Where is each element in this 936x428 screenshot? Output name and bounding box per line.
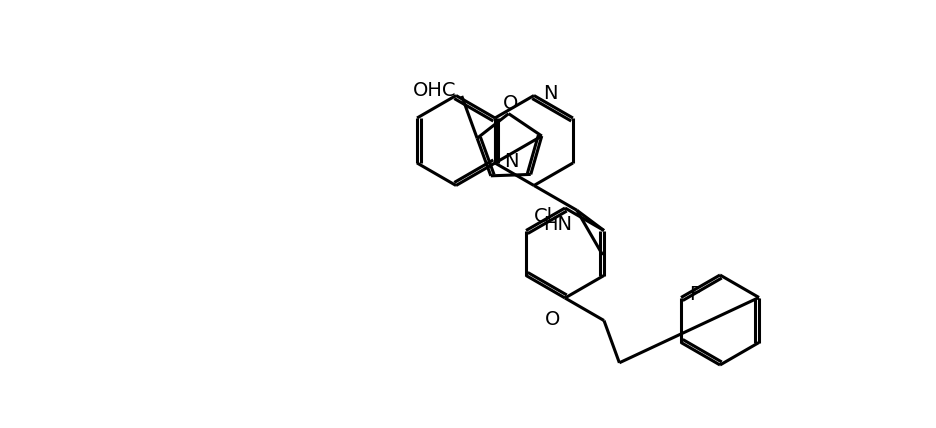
Text: O: O xyxy=(503,94,519,113)
Text: N: N xyxy=(504,152,519,170)
Text: Cl: Cl xyxy=(534,206,553,226)
Text: O: O xyxy=(546,310,561,329)
Text: F: F xyxy=(689,285,700,304)
Text: N: N xyxy=(543,84,558,103)
Text: HN: HN xyxy=(543,215,572,234)
Text: OHC: OHC xyxy=(413,81,457,101)
